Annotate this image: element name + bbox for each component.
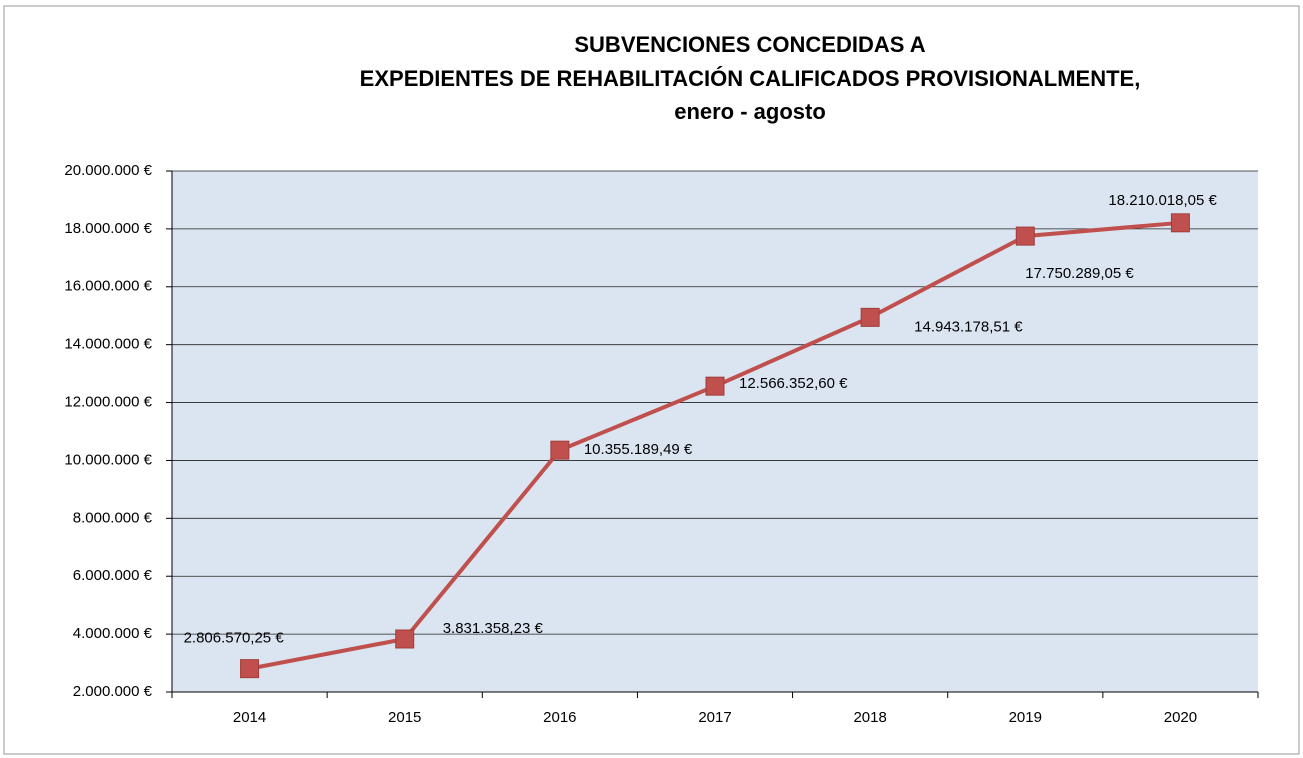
x-tick-label: 2020: [1164, 709, 1197, 726]
data-label: 10.355.189,49 €: [584, 441, 693, 458]
y-tick-label: 18.000.000 €: [64, 220, 152, 237]
marker: [705, 376, 725, 396]
y-tick-label: 6.000.000 €: [73, 567, 153, 584]
data-label: 3.831.358,23 €: [443, 620, 544, 637]
x-tick-label: 2016: [543, 709, 576, 726]
y-tick-label: 2.000.000 €: [73, 683, 153, 700]
chart-subtitle: enero - agosto: [674, 99, 826, 124]
y-tick-label: 8.000.000 €: [73, 509, 153, 526]
data-label: 14.943.178,51 €: [914, 318, 1023, 335]
chart-title: EXPEDIENTES DE REHABILITACIÓN CALIFICADO…: [360, 66, 1141, 91]
x-tick-label: 2014: [233, 709, 266, 726]
data-label: 17.750.289,05 €: [1025, 265, 1134, 282]
y-tick-label: 16.000.000 €: [64, 278, 152, 295]
x-tick-label: 2017: [698, 709, 731, 726]
marker: [860, 307, 880, 327]
y-tick-label: 14.000.000 €: [64, 336, 152, 353]
y-tick-label: 20.000.000 €: [64, 162, 152, 179]
y-tick-label: 4.000.000 €: [73, 625, 153, 642]
chart-title: SUBVENCIONES CONCEDIDAS A: [574, 32, 925, 57]
marker: [395, 629, 415, 649]
marker: [240, 659, 260, 679]
y-tick-label: 10.000.000 €: [64, 451, 152, 468]
x-tick-label: 2015: [388, 709, 421, 726]
marker: [1170, 213, 1190, 233]
plot-area: [172, 171, 1258, 692]
x-tick-label: 2018: [853, 709, 886, 726]
marker: [1015, 226, 1035, 246]
data-label: 2.806.570,25 €: [184, 630, 285, 647]
data-label: 18.210.018,05 €: [1108, 192, 1217, 209]
marker: [550, 440, 570, 460]
x-tick-label: 2019: [1009, 709, 1042, 726]
data-label: 12.566.352,60 €: [739, 375, 848, 392]
y-tick-label: 12.000.000 €: [64, 394, 152, 411]
